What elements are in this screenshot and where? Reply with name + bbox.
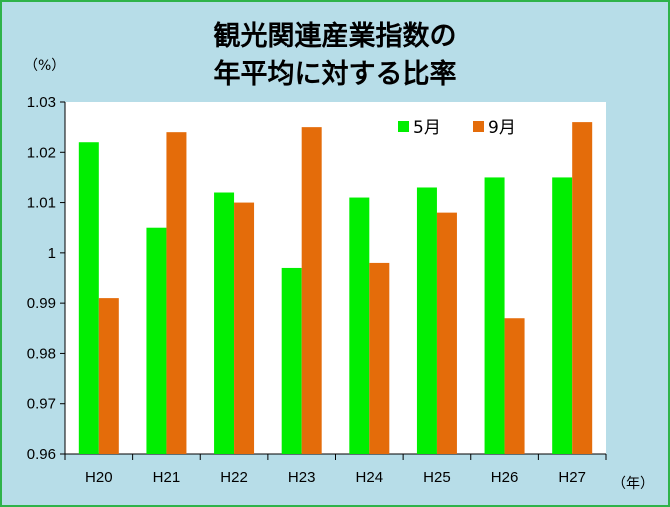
chart-title-line-2: 年平均に対する比率 (213, 59, 457, 90)
legend-label-1: 5月 (413, 118, 441, 138)
bar-H26-9月 (504, 318, 525, 454)
bar-H20-9月 (98, 298, 119, 454)
bar-H26-5月 (484, 177, 505, 454)
legend-swatch-2 (473, 121, 484, 132)
x-axis-unit: （年） (612, 476, 654, 492)
x-tick-label: H20 (85, 469, 113, 486)
y-tick-label: 0.99 (27, 295, 56, 312)
y-tick-label: 1 (48, 245, 56, 262)
bar-H20-5月 (78, 142, 99, 454)
bar-H25-9月 (436, 212, 457, 454)
bar-H22-9月 (234, 202, 255, 454)
y-axis-unit: （%） (24, 58, 65, 74)
bar-H27-9月 (572, 122, 593, 454)
x-axis: H20 H21 H22 H23 H24 H25 H26 H27 (64, 453, 607, 486)
bar-H22-5月 (214, 192, 235, 454)
legend-swatch-1 (398, 121, 409, 132)
bar-H25-5月 (416, 187, 437, 454)
y-tick-label: 1.02 (27, 144, 56, 161)
bar-H21-5月 (146, 227, 167, 454)
plot-area (65, 102, 606, 454)
x-tick-label: H22 (220, 469, 248, 486)
x-tick-label: H25 (423, 469, 451, 486)
bar-H23-9月 (301, 127, 322, 455)
x-tick-label: H27 (558, 469, 586, 486)
y-tick-label: 1.01 (27, 195, 56, 212)
legend: 5月 9月 (398, 118, 516, 138)
x-tick-label: H26 (491, 469, 519, 486)
y-tick-label: 1.03 (27, 94, 56, 111)
bar-H24-9月 (369, 262, 390, 454)
bars (78, 122, 593, 455)
x-tick-label: H23 (288, 469, 316, 486)
x-tick-label: H24 (356, 469, 384, 486)
legend-label-2: 9月 (488, 118, 516, 138)
y-axis: 0.96 0.97 0.98 0.99 1 1.01 1.02 1.03 (27, 94, 66, 463)
y-tick-label: 0.96 (27, 446, 56, 463)
bar-H24-5月 (349, 197, 370, 455)
bar-H23-5月 (281, 267, 302, 454)
bar-H27-5月 (552, 177, 573, 454)
chart-title-line-1: 観光関連産業指数の (213, 21, 457, 52)
bar-H21-9月 (166, 132, 187, 454)
y-tick-label: 0.97 (27, 396, 56, 413)
x-tick-label: H21 (153, 469, 181, 486)
y-tick-label: 0.98 (27, 345, 56, 362)
